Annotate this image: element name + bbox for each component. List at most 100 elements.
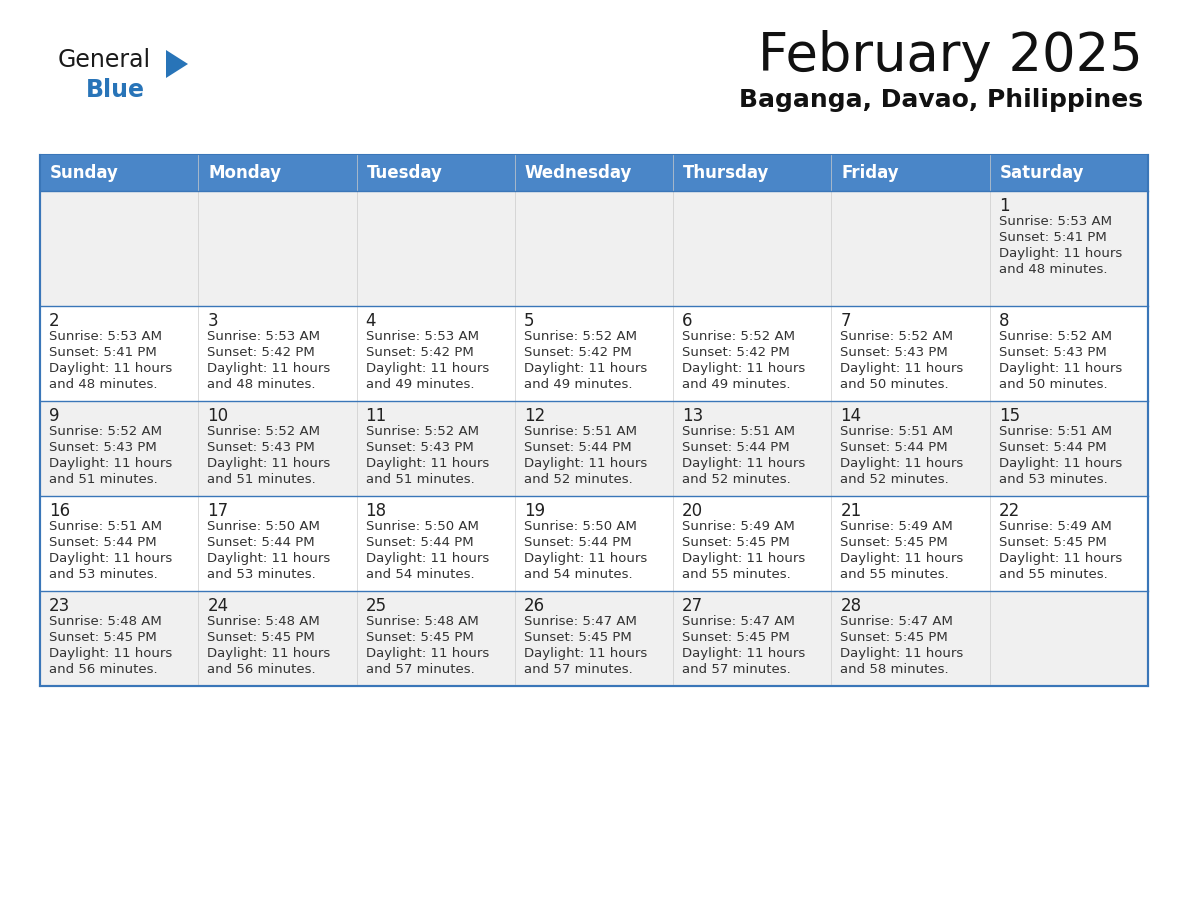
Text: Sunrise: 5:52 AM: Sunrise: 5:52 AM xyxy=(840,330,954,343)
Text: Sunrise: 5:48 AM: Sunrise: 5:48 AM xyxy=(207,615,320,628)
Text: Sunrise: 5:51 AM: Sunrise: 5:51 AM xyxy=(49,520,162,533)
Text: Sunrise: 5:47 AM: Sunrise: 5:47 AM xyxy=(682,615,795,628)
Text: Sunset: 5:45 PM: Sunset: 5:45 PM xyxy=(999,536,1106,549)
Text: and 58 minutes.: and 58 minutes. xyxy=(840,663,949,676)
Text: and 57 minutes.: and 57 minutes. xyxy=(524,663,632,676)
Text: Daylight: 11 hours: Daylight: 11 hours xyxy=(999,552,1121,565)
Text: Daylight: 11 hours: Daylight: 11 hours xyxy=(840,552,963,565)
Text: Sunrise: 5:52 AM: Sunrise: 5:52 AM xyxy=(49,425,162,438)
Text: Sunrise: 5:51 AM: Sunrise: 5:51 AM xyxy=(682,425,795,438)
Text: 22: 22 xyxy=(999,502,1020,520)
Text: Sunset: 5:45 PM: Sunset: 5:45 PM xyxy=(840,536,948,549)
Text: Sunset: 5:42 PM: Sunset: 5:42 PM xyxy=(207,346,315,359)
Bar xyxy=(40,191,1148,306)
Bar xyxy=(40,401,1148,496)
Text: and 50 minutes.: and 50 minutes. xyxy=(999,378,1107,391)
Text: Daylight: 11 hours: Daylight: 11 hours xyxy=(840,362,963,375)
Text: Sunrise: 5:49 AM: Sunrise: 5:49 AM xyxy=(682,520,795,533)
Text: and 49 minutes.: and 49 minutes. xyxy=(682,378,791,391)
Text: Daylight: 11 hours: Daylight: 11 hours xyxy=(366,457,488,470)
Text: Daylight: 11 hours: Daylight: 11 hours xyxy=(207,647,330,660)
Text: Sunset: 5:43 PM: Sunset: 5:43 PM xyxy=(840,346,948,359)
Text: Saturday: Saturday xyxy=(1000,164,1085,182)
Text: Daylight: 11 hours: Daylight: 11 hours xyxy=(999,362,1121,375)
Text: Daylight: 11 hours: Daylight: 11 hours xyxy=(682,552,805,565)
Text: Sunset: 5:41 PM: Sunset: 5:41 PM xyxy=(49,346,157,359)
Text: and 52 minutes.: and 52 minutes. xyxy=(682,473,791,486)
Text: 18: 18 xyxy=(366,502,387,520)
Text: Sunrise: 5:51 AM: Sunrise: 5:51 AM xyxy=(999,425,1112,438)
Text: Sunset: 5:43 PM: Sunset: 5:43 PM xyxy=(49,441,157,454)
Text: 28: 28 xyxy=(840,597,861,615)
Text: Sunset: 5:42 PM: Sunset: 5:42 PM xyxy=(366,346,473,359)
Text: Sunset: 5:45 PM: Sunset: 5:45 PM xyxy=(49,631,157,644)
Text: and 57 minutes.: and 57 minutes. xyxy=(682,663,791,676)
Text: Sunset: 5:45 PM: Sunset: 5:45 PM xyxy=(840,631,948,644)
Text: 4: 4 xyxy=(366,312,377,330)
Text: Monday: Monday xyxy=(208,164,282,182)
Text: and 49 minutes.: and 49 minutes. xyxy=(524,378,632,391)
Text: Sunset: 5:43 PM: Sunset: 5:43 PM xyxy=(366,441,473,454)
Bar xyxy=(40,591,1148,686)
Text: Sunset: 5:44 PM: Sunset: 5:44 PM xyxy=(524,536,632,549)
Text: Daylight: 11 hours: Daylight: 11 hours xyxy=(207,362,330,375)
Bar xyxy=(40,306,1148,401)
Text: Daylight: 11 hours: Daylight: 11 hours xyxy=(49,457,172,470)
Text: 13: 13 xyxy=(682,407,703,425)
Text: and 55 minutes.: and 55 minutes. xyxy=(840,568,949,581)
Text: Daylight: 11 hours: Daylight: 11 hours xyxy=(49,552,172,565)
Text: Sunrise: 5:52 AM: Sunrise: 5:52 AM xyxy=(999,330,1112,343)
Text: and 55 minutes.: and 55 minutes. xyxy=(682,568,791,581)
Text: and 51 minutes.: and 51 minutes. xyxy=(207,473,316,486)
Text: Sunrise: 5:52 AM: Sunrise: 5:52 AM xyxy=(524,330,637,343)
Text: Daylight: 11 hours: Daylight: 11 hours xyxy=(682,647,805,660)
Text: Daylight: 11 hours: Daylight: 11 hours xyxy=(366,552,488,565)
Text: Daylight: 11 hours: Daylight: 11 hours xyxy=(524,647,647,660)
Text: Sunset: 5:44 PM: Sunset: 5:44 PM xyxy=(49,536,157,549)
Text: 17: 17 xyxy=(207,502,228,520)
Text: 3: 3 xyxy=(207,312,217,330)
Text: Sunrise: 5:47 AM: Sunrise: 5:47 AM xyxy=(524,615,637,628)
Text: and 53 minutes.: and 53 minutes. xyxy=(49,568,158,581)
Text: 26: 26 xyxy=(524,597,545,615)
Text: 9: 9 xyxy=(49,407,59,425)
Text: Tuesday: Tuesday xyxy=(367,164,442,182)
Text: Sunset: 5:45 PM: Sunset: 5:45 PM xyxy=(682,536,790,549)
Text: Daylight: 11 hours: Daylight: 11 hours xyxy=(49,362,172,375)
Text: Sunrise: 5:53 AM: Sunrise: 5:53 AM xyxy=(366,330,479,343)
Text: 10: 10 xyxy=(207,407,228,425)
Text: and 50 minutes.: and 50 minutes. xyxy=(840,378,949,391)
Text: Daylight: 11 hours: Daylight: 11 hours xyxy=(366,362,488,375)
Text: Sunrise: 5:50 AM: Sunrise: 5:50 AM xyxy=(207,520,320,533)
Text: Daylight: 11 hours: Daylight: 11 hours xyxy=(840,457,963,470)
Text: Sunset: 5:44 PM: Sunset: 5:44 PM xyxy=(524,441,632,454)
Text: and 49 minutes.: and 49 minutes. xyxy=(366,378,474,391)
Text: Sunset: 5:42 PM: Sunset: 5:42 PM xyxy=(682,346,790,359)
Text: and 53 minutes.: and 53 minutes. xyxy=(207,568,316,581)
Text: and 51 minutes.: and 51 minutes. xyxy=(49,473,158,486)
Text: 15: 15 xyxy=(999,407,1019,425)
Text: and 57 minutes.: and 57 minutes. xyxy=(366,663,474,676)
Text: 2: 2 xyxy=(49,312,59,330)
Text: Sunrise: 5:53 AM: Sunrise: 5:53 AM xyxy=(207,330,321,343)
Text: Sunset: 5:44 PM: Sunset: 5:44 PM xyxy=(682,441,790,454)
Text: Sunrise: 5:50 AM: Sunrise: 5:50 AM xyxy=(524,520,637,533)
Text: and 48 minutes.: and 48 minutes. xyxy=(207,378,316,391)
Text: Sunset: 5:43 PM: Sunset: 5:43 PM xyxy=(207,441,315,454)
Text: 24: 24 xyxy=(207,597,228,615)
Text: Sunset: 5:45 PM: Sunset: 5:45 PM xyxy=(682,631,790,644)
Text: 27: 27 xyxy=(682,597,703,615)
Text: Sunrise: 5:49 AM: Sunrise: 5:49 AM xyxy=(840,520,953,533)
Text: 20: 20 xyxy=(682,502,703,520)
Text: 14: 14 xyxy=(840,407,861,425)
Text: Sunrise: 5:52 AM: Sunrise: 5:52 AM xyxy=(682,330,795,343)
Text: Daylight: 11 hours: Daylight: 11 hours xyxy=(999,247,1121,260)
Text: Sunrise: 5:52 AM: Sunrise: 5:52 AM xyxy=(366,425,479,438)
Text: Daylight: 11 hours: Daylight: 11 hours xyxy=(366,647,488,660)
Text: Baganga, Davao, Philippines: Baganga, Davao, Philippines xyxy=(739,88,1143,112)
Text: and 55 minutes.: and 55 minutes. xyxy=(999,568,1107,581)
Text: Sunset: 5:45 PM: Sunset: 5:45 PM xyxy=(207,631,315,644)
Text: and 51 minutes.: and 51 minutes. xyxy=(366,473,474,486)
Text: Sunrise: 5:50 AM: Sunrise: 5:50 AM xyxy=(366,520,479,533)
Text: 8: 8 xyxy=(999,312,1010,330)
